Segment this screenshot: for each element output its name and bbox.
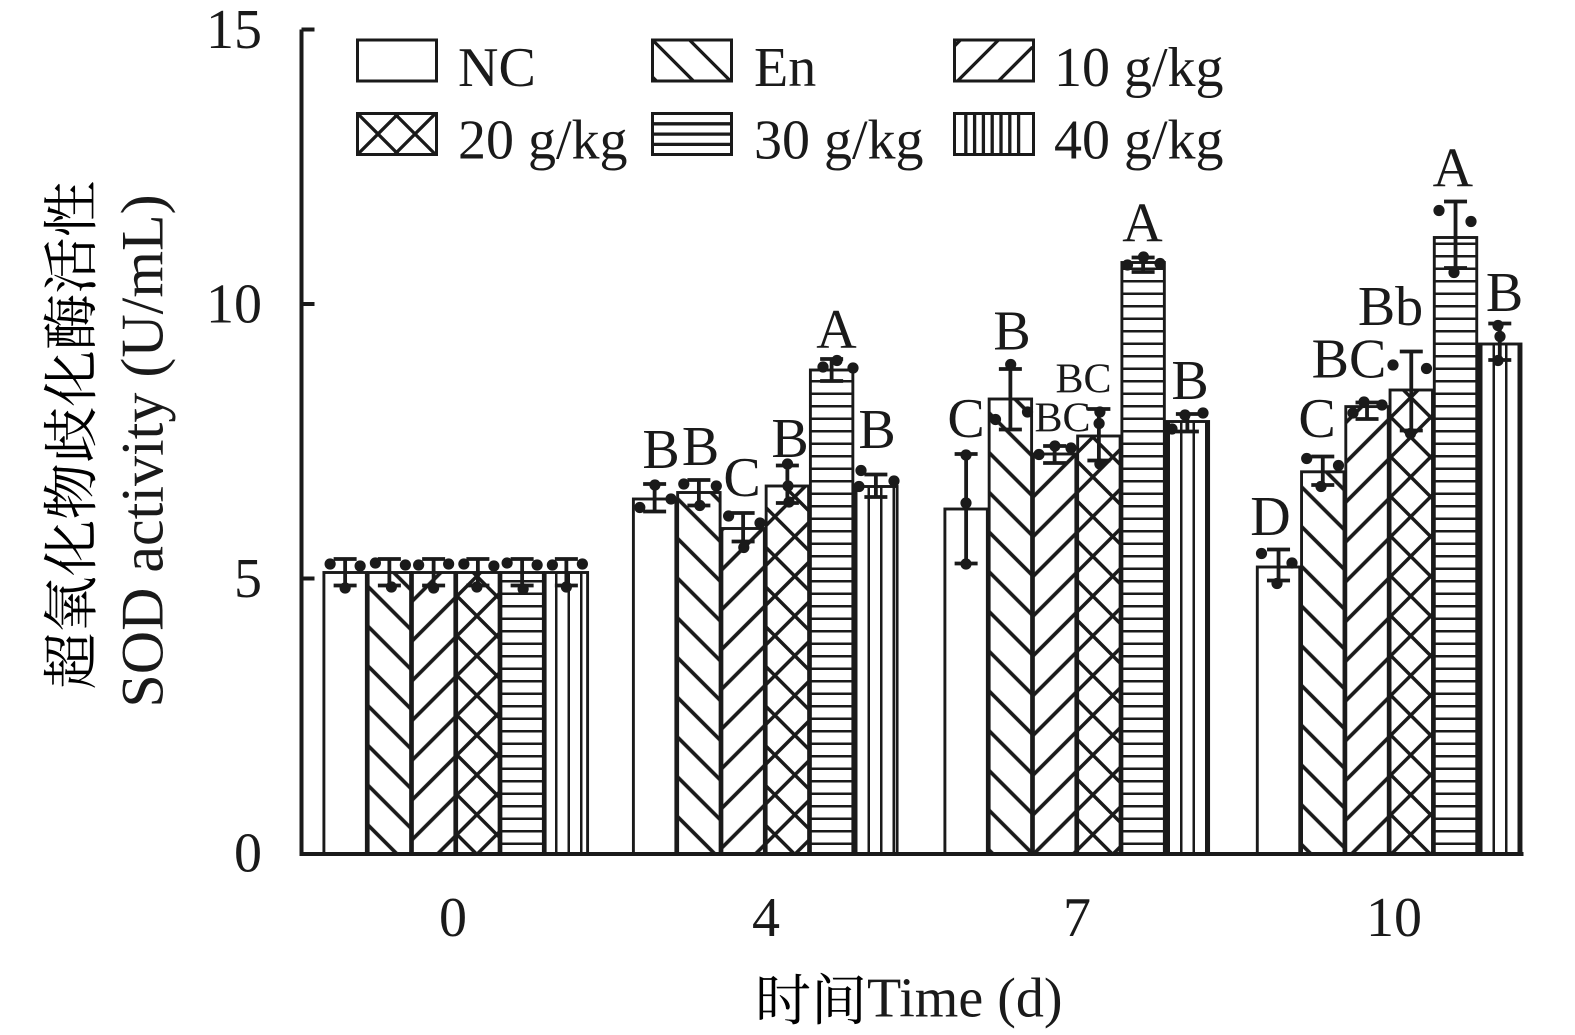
svg-text:C: C bbox=[947, 388, 984, 450]
svg-text:C: C bbox=[723, 447, 760, 509]
svg-text:B: B bbox=[1171, 350, 1208, 412]
svg-text:0: 0 bbox=[234, 823, 262, 885]
svg-text:B: B bbox=[642, 419, 679, 481]
svg-text:B: B bbox=[1486, 262, 1523, 324]
svg-text:10: 10 bbox=[206, 274, 262, 336]
svg-text:A: A bbox=[816, 299, 857, 361]
svg-text:B: B bbox=[993, 301, 1030, 363]
svg-text:BC: BC bbox=[1055, 357, 1111, 403]
svg-text:BC: BC bbox=[1034, 396, 1090, 442]
svg-text:0: 0 bbox=[439, 887, 467, 949]
svg-text:Bb: Bb bbox=[1358, 276, 1423, 338]
svg-text:NC: NC bbox=[458, 37, 536, 99]
svg-text:10: 10 bbox=[1366, 887, 1422, 949]
svg-text:7: 7 bbox=[1063, 887, 1091, 949]
svg-text:A: A bbox=[1122, 193, 1163, 255]
svg-text:5: 5 bbox=[234, 548, 262, 610]
svg-text:A: A bbox=[1433, 138, 1474, 200]
svg-text:30 g/kg: 30 g/kg bbox=[754, 110, 924, 172]
svg-text:BC: BC bbox=[1312, 329, 1387, 391]
svg-text:B: B bbox=[771, 408, 808, 470]
svg-text:40 g/kg: 40 g/kg bbox=[1054, 110, 1224, 172]
svg-text:Time (d): Time (d) bbox=[867, 968, 1063, 1030]
svg-text:En: En bbox=[754, 37, 816, 99]
svg-text:15: 15 bbox=[206, 0, 262, 61]
svg-text:C: C bbox=[1298, 388, 1335, 450]
svg-text:SOD activity (U/mL): SOD activity (U/mL) bbox=[110, 194, 176, 707]
svg-text:4: 4 bbox=[752, 887, 780, 949]
svg-text:D: D bbox=[1250, 486, 1290, 548]
svg-text:20 g/kg: 20 g/kg bbox=[458, 110, 628, 172]
svg-text:B: B bbox=[858, 399, 895, 461]
svg-text:B: B bbox=[682, 416, 719, 478]
svg-text:10 g/kg: 10 g/kg bbox=[1054, 37, 1224, 99]
